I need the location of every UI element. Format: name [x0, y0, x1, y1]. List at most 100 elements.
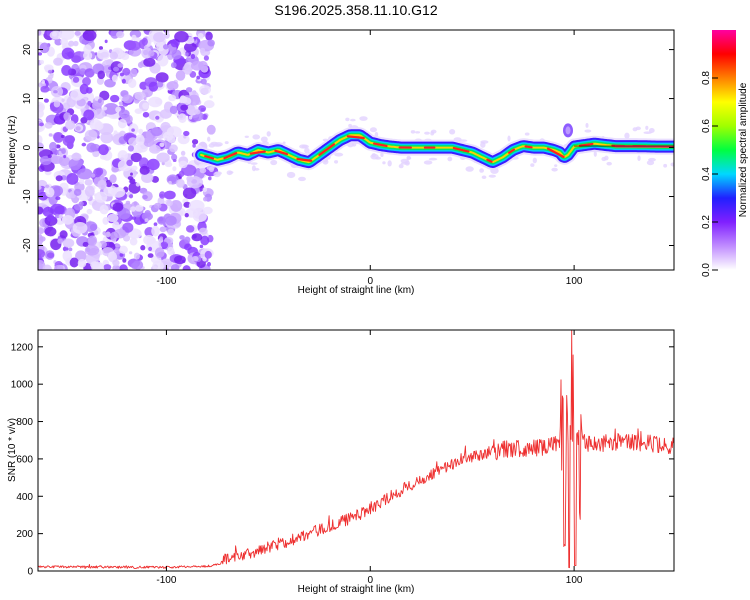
ridge-hotspot — [578, 142, 594, 147]
ridge-hotspot — [452, 146, 470, 153]
noise-blob — [44, 122, 53, 129]
ridge-speckle — [584, 129, 592, 133]
noise-blob — [38, 142, 44, 152]
noise-blob — [131, 34, 137, 40]
noise-blob — [120, 52, 130, 61]
noise-blob — [151, 225, 160, 237]
noise-blob — [79, 83, 89, 95]
noise-blob — [38, 30, 42, 36]
noise-blob — [113, 247, 121, 255]
spectrogram-y-tick-label: 20 — [22, 44, 33, 56]
noise-blob — [165, 215, 177, 226]
noise-blob — [206, 124, 216, 135]
ridge-speckle — [524, 132, 530, 136]
noise-blob — [108, 213, 118, 222]
ridge-speckle — [479, 168, 485, 173]
noise-blob — [48, 133, 53, 137]
ridge-speckle — [428, 157, 438, 161]
ridge-speckle — [663, 163, 668, 168]
ridge-speckle — [387, 160, 392, 167]
ridge-speckle — [400, 158, 409, 164]
noise-blob — [155, 115, 160, 120]
snr-y-axis-label: SNR (10 * v/v) — [7, 418, 18, 482]
noise-blob — [139, 165, 150, 175]
noise-blob — [86, 208, 93, 215]
noise-blob — [82, 241, 89, 247]
noise-blob — [143, 97, 147, 101]
noise-blob — [75, 250, 87, 262]
noise-blob — [170, 62, 177, 69]
noise-blob — [73, 188, 82, 196]
noise-blob — [186, 176, 204, 189]
ridge-speckle — [369, 127, 377, 133]
noise-blob — [200, 235, 210, 246]
noise-blob — [138, 128, 144, 135]
noise-blob — [111, 74, 118, 82]
noise-blob — [61, 148, 66, 155]
noise-blob — [128, 194, 134, 199]
ridge-speckle — [488, 174, 496, 178]
noise-blob — [198, 227, 208, 235]
ridge-speckle — [606, 161, 612, 166]
noise-blob — [172, 166, 177, 172]
noise-blob — [93, 230, 99, 236]
ridge-speckle — [207, 136, 211, 142]
noise-blob — [119, 264, 128, 270]
noise-blob — [41, 79, 46, 84]
noise-blob — [81, 142, 87, 147]
ridge-core — [200, 134, 674, 164]
ridge-hotspot — [372, 142, 388, 148]
noise-blob — [105, 231, 111, 238]
noise-blob — [66, 173, 79, 185]
snr-y-tick-label: 200 — [16, 529, 33, 540]
ridge-speckle — [299, 144, 308, 149]
noise-blob — [135, 204, 144, 212]
noise-blob — [166, 81, 179, 91]
noise-blob — [59, 230, 68, 239]
noise-blob — [75, 126, 81, 131]
noise-blob — [112, 221, 120, 228]
noise-blob — [50, 203, 65, 216]
noise-blob — [69, 257, 79, 268]
noise-blob — [44, 226, 57, 237]
ridge-speckle — [530, 163, 535, 167]
ridge-speckle — [214, 171, 222, 176]
noise-blob — [60, 134, 65, 139]
noise-blob — [102, 216, 109, 225]
noise-blob — [157, 216, 167, 225]
noise-blob — [128, 137, 138, 146]
ridge-speckle — [266, 131, 271, 137]
noise-blob — [152, 260, 164, 270]
noise-blob — [202, 206, 213, 215]
noise-blob — [143, 57, 156, 67]
ridge-speckle — [637, 155, 641, 162]
ridge-hotspot — [346, 135, 365, 140]
noise-blob — [148, 246, 153, 252]
noise-blob — [61, 98, 65, 103]
noise-blob — [188, 115, 193, 120]
noise-blob — [96, 49, 111, 60]
noise-blob — [153, 222, 158, 227]
noise-blob — [94, 191, 108, 203]
noise-blob — [178, 113, 187, 124]
noise-blob — [122, 235, 131, 242]
noise-blob — [47, 154, 52, 159]
noise-blob — [87, 100, 92, 106]
noise-blob — [118, 101, 123, 106]
noise-blob — [192, 211, 207, 223]
noise-blob — [140, 245, 146, 251]
noise-blob — [126, 159, 133, 167]
snr-y-tick-label: 800 — [16, 417, 33, 428]
noise-blob — [179, 95, 187, 103]
noise-blob — [122, 258, 127, 263]
noise-blob — [130, 172, 133, 176]
noise-blob — [199, 167, 207, 174]
noise-blob — [109, 174, 117, 184]
noise-blob — [122, 222, 134, 233]
ridge-speckle — [252, 134, 261, 140]
noise-blob — [61, 47, 75, 60]
noise-blob — [127, 145, 134, 152]
noise-blob — [38, 206, 44, 215]
noise-blob — [97, 179, 107, 190]
noise-blob — [148, 144, 161, 154]
